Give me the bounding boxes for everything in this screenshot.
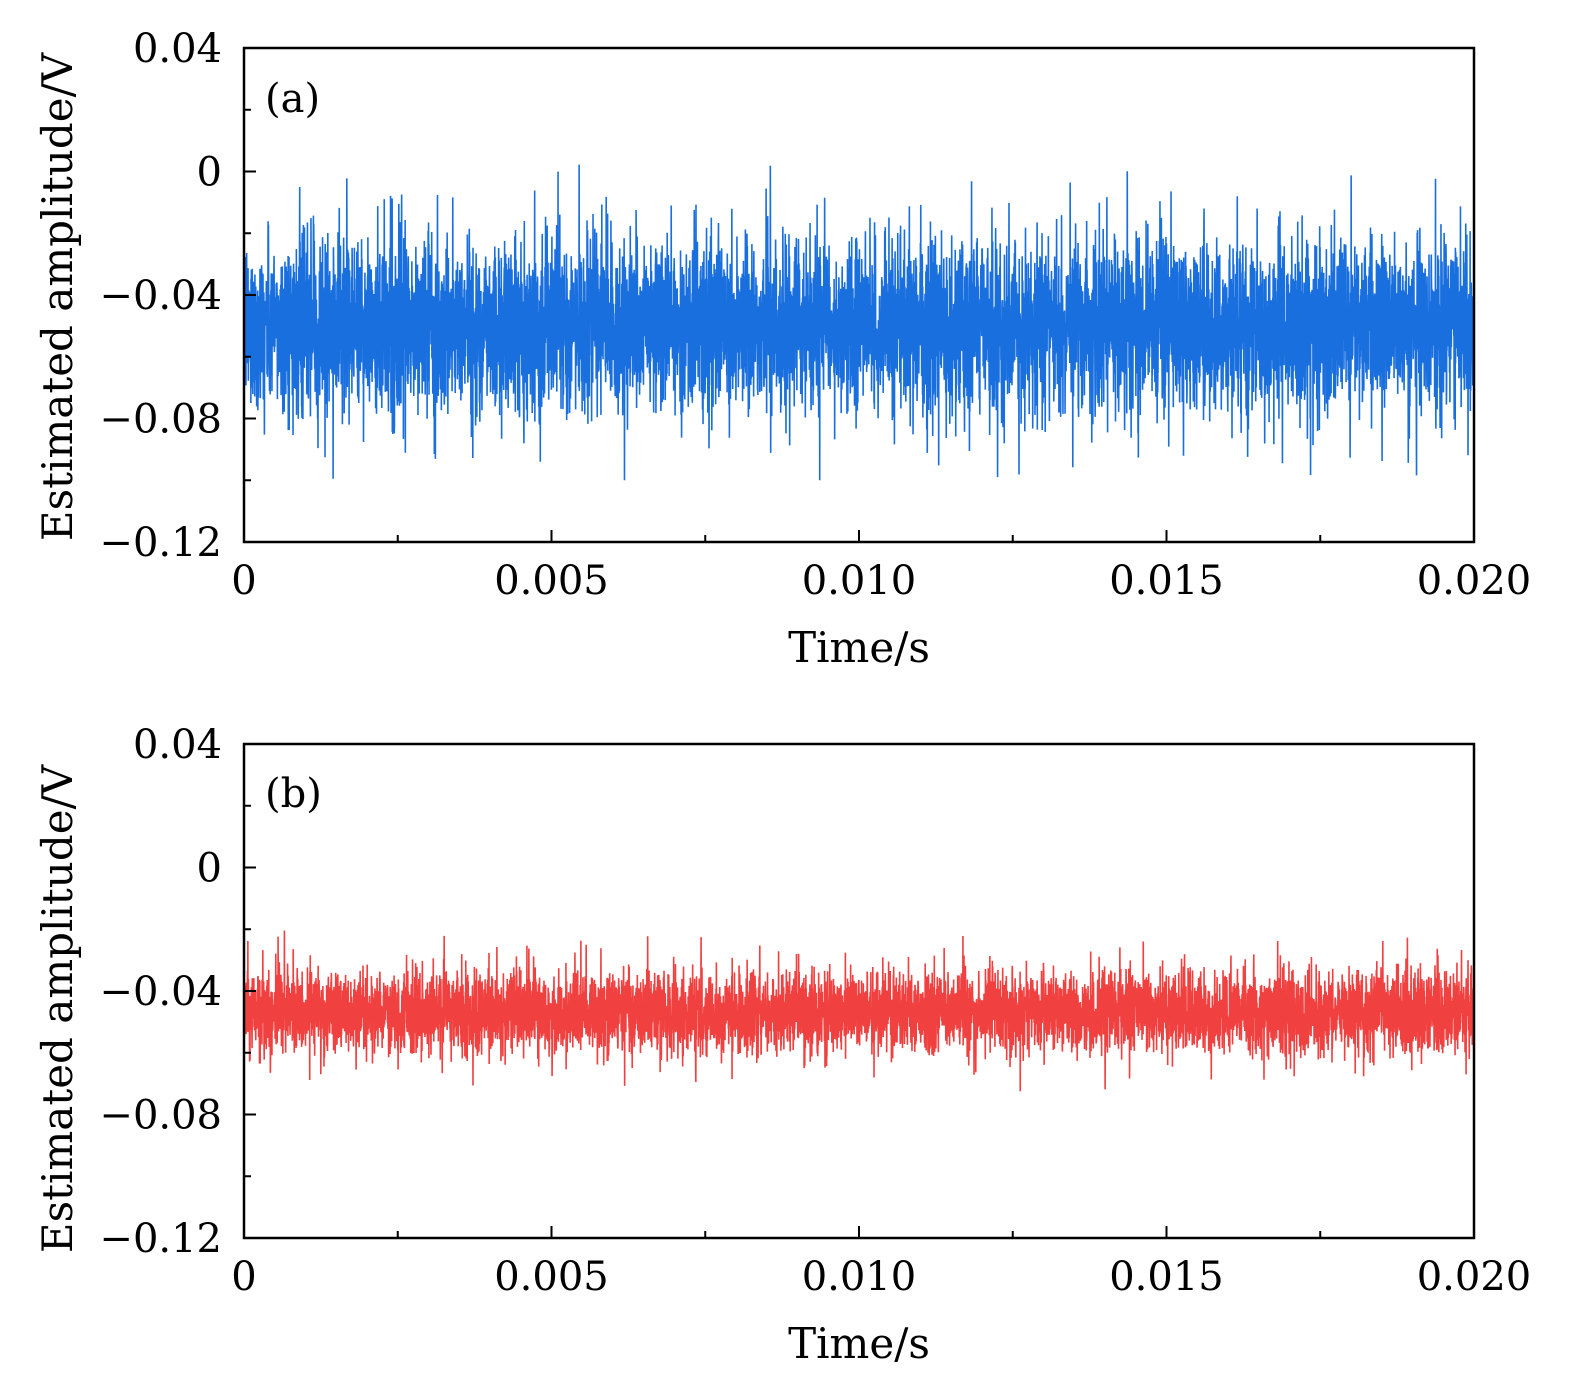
x-tick-label: 0 <box>231 558 256 604</box>
panel-label: (b) <box>265 771 322 817</box>
x-axis-title: Time/s <box>788 1319 930 1368</box>
x-tick-label: 0.015 <box>1109 1254 1224 1300</box>
y-tick-label: 0.04 <box>133 26 222 72</box>
panel-label: (a) <box>265 76 320 122</box>
x-tick-label: 0.010 <box>802 1254 917 1300</box>
y-tick-label: −0.12 <box>99 1216 222 1262</box>
y-axis-title: Estimated amplitude/V <box>33 764 82 1253</box>
x-tick-label: 0.020 <box>1417 558 1532 604</box>
signal-line <box>244 164 1474 481</box>
chart-panel-b: Estimated amplitude/V (b) Time/s 0 0.005 0… <box>33 722 1531 1368</box>
x-tick-label: 0.015 <box>1109 558 1224 604</box>
y-tick-label: 0 <box>197 846 222 892</box>
y-axis-title: Estimated amplitude/V <box>33 52 82 541</box>
y-tick-label: −0.04 <box>99 273 222 319</box>
y-tick-label: 0.04 <box>133 722 222 768</box>
x-tick-label: 0.005 <box>494 1254 609 1300</box>
x-tick-label: 0.020 <box>1417 1254 1532 1300</box>
x-axis-title: Time/s <box>788 623 930 672</box>
y-tick-label: −0.08 <box>99 1093 222 1139</box>
y-tick-label: −0.08 <box>99 397 222 443</box>
chart-panel-a: Estimated amplitude/V (a) Time/s 0 0.005 0… <box>33 26 1531 672</box>
x-tick-label: 0.010 <box>802 558 917 604</box>
y-tick-label: −0.04 <box>99 969 222 1015</box>
x-tick-label: 0.005 <box>494 558 609 604</box>
signal-line <box>244 930 1474 1092</box>
x-tick-label: 0 <box>231 1254 256 1300</box>
y-tick-label: −0.12 <box>99 520 222 566</box>
y-tick-label: 0 <box>197 150 222 196</box>
